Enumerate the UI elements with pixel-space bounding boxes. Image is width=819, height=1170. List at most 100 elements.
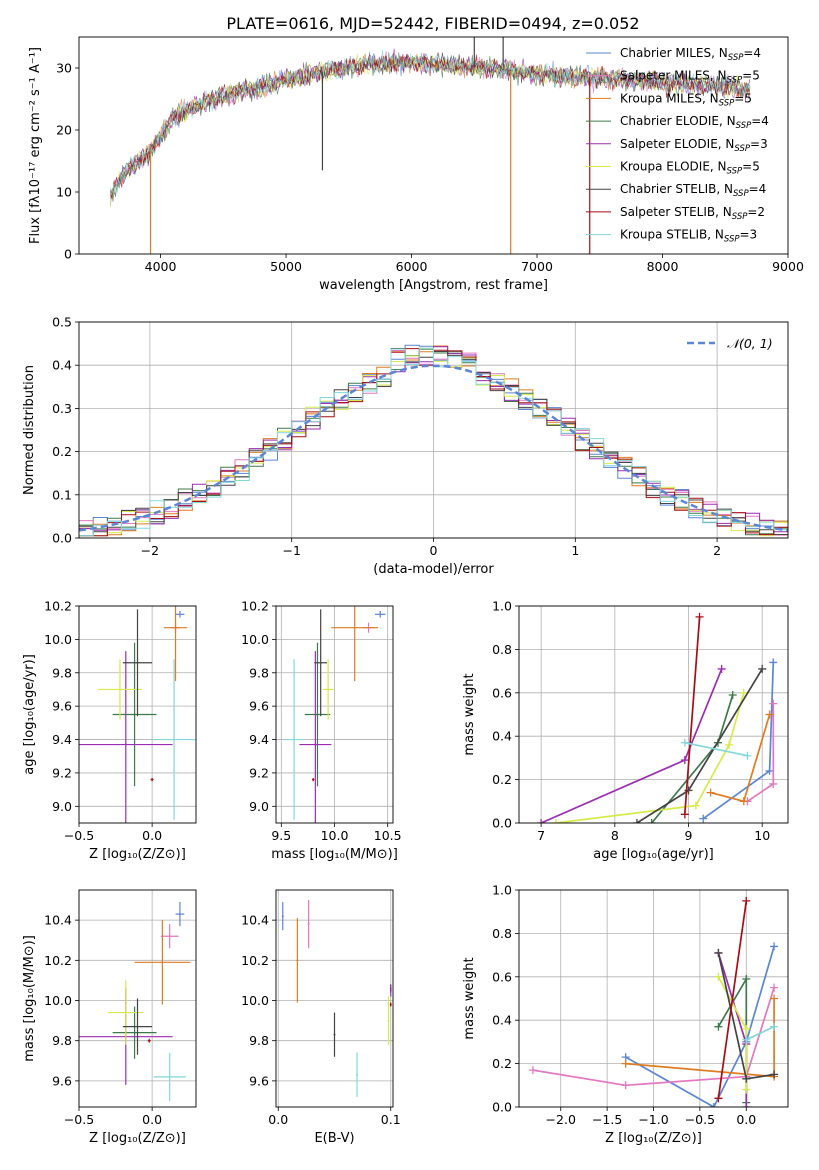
chart-age-vs-Z: −0.5 0.0 9.0 9.2 9.4 9.6 9.8 10.0 10.2 Z [log₁₀(Z… bbox=[22, 599, 197, 862]
plot-frame bbox=[518, 889, 789, 1108]
legend-label-tail: =4 bbox=[743, 46, 761, 60]
legend-label-text: Chabrier ELODIE, N bbox=[620, 114, 736, 128]
y-tick-label: 9.6 bbox=[249, 699, 269, 714]
plot-frame bbox=[275, 889, 394, 1108]
spectrum-series-line bbox=[110, 53, 751, 208]
y-tick-label: 0.0 bbox=[492, 1100, 512, 1115]
y-tick-label: 0.4 bbox=[492, 1013, 512, 1028]
data-point bbox=[281, 915, 284, 918]
legend-label: Kroupa ELODIE, NSSP=5 bbox=[620, 160, 760, 177]
series-marker bbox=[742, 1074, 751, 1083]
normal-curve-line bbox=[79, 364, 788, 532]
y-tick-label: 0.6 bbox=[492, 969, 512, 984]
y-tick-label: 9.6 bbox=[52, 699, 72, 714]
x-tick-label: 0.1 bbox=[381, 1112, 401, 1127]
x-tick-label: 9.5 bbox=[271, 828, 291, 843]
y-tick-label: 10.0 bbox=[241, 632, 269, 647]
plot-area bbox=[528, 896, 779, 1107]
series-marker bbox=[770, 942, 779, 951]
series-marker bbox=[551, 819, 560, 823]
legend-label-tail: =2 bbox=[747, 205, 765, 219]
series-line bbox=[717, 900, 748, 1099]
x-tick-label: 8000 bbox=[647, 259, 679, 274]
x-tick-label: 6000 bbox=[396, 259, 428, 274]
y-tick-label: 9.6 bbox=[249, 1073, 269, 1088]
series-line bbox=[702, 662, 775, 820]
x-tick-label: −1.5 bbox=[592, 1112, 622, 1127]
legend-label-text: Kroupa STELIB, N bbox=[620, 228, 724, 242]
data-point bbox=[333, 1033, 336, 1036]
x-tick-label: 10 bbox=[754, 828, 770, 843]
legend-label-tail: =5 bbox=[734, 91, 752, 105]
y-tick-label: 20 bbox=[56, 123, 72, 138]
plot-area bbox=[79, 902, 191, 1101]
series-marker bbox=[691, 801, 700, 810]
y-tick-label: 30 bbox=[56, 61, 72, 76]
legend-label-text: Chabrier MILES, N bbox=[620, 46, 728, 60]
chart-weight-vs-Z: −2.0 −1.5 −1.0 −0.5 0.0 0.0 0.2 0.4 0.6 0.8 1.0 Z [… bbox=[462, 883, 789, 1146]
data-point bbox=[136, 661, 139, 664]
x-tick-label: −0.5 bbox=[64, 1112, 94, 1127]
y-tick-label: 0.4 bbox=[492, 729, 512, 744]
data-point bbox=[174, 626, 177, 629]
x-tick-label: −2 bbox=[141, 543, 159, 558]
data-point bbox=[161, 961, 164, 964]
legend-label: Chabrier MILES, NSSP=4 bbox=[620, 46, 761, 63]
series-marker bbox=[742, 1035, 751, 1044]
series-marker bbox=[725, 740, 734, 749]
series-marker bbox=[742, 1085, 751, 1094]
series-marker bbox=[714, 1022, 723, 1031]
series-marker bbox=[758, 664, 767, 673]
data-point bbox=[296, 959, 299, 962]
legend-label-text: Kroupa MILES, N bbox=[620, 91, 719, 105]
legend-label-text: Kroupa ELODIE, N bbox=[620, 160, 727, 174]
x-axis-label: Z [log₁₀(Z/Z⊙)] bbox=[89, 847, 186, 862]
legend-label-text: Salpeter STELIB, N bbox=[620, 205, 732, 219]
y-tick-label: 0.0 bbox=[492, 816, 512, 831]
y-tick-label: 10.0 bbox=[44, 632, 72, 647]
series-marker bbox=[680, 810, 689, 819]
series-marker bbox=[742, 896, 751, 905]
data-point bbox=[178, 613, 181, 616]
data-point bbox=[293, 738, 296, 741]
data-point bbox=[379, 613, 382, 616]
data-point bbox=[133, 1031, 136, 1034]
chart-spectrum: 4000 5000 6000 7000 8000 9000 0 10 20 30 wavelengt… bbox=[28, 36, 804, 293]
y-tick-label: 10.0 bbox=[44, 993, 72, 1008]
plot-frame bbox=[78, 889, 197, 1108]
series-line bbox=[745, 1025, 775, 1041]
series-marker bbox=[728, 690, 737, 699]
series-marker bbox=[706, 788, 715, 797]
plot-frame bbox=[78, 36, 789, 255]
legend-label-text: Chabrier STELIB, N bbox=[620, 182, 733, 196]
x-axis-label: mass [log₁₀(M/M⊙)] bbox=[271, 847, 398, 862]
series-marker bbox=[770, 983, 779, 992]
series-marker bbox=[709, 1103, 718, 1107]
x-tick-label: 9 bbox=[685, 828, 693, 843]
data-point bbox=[389, 989, 392, 992]
y-tick-label: 9.2 bbox=[52, 765, 72, 780]
data-point bbox=[312, 778, 315, 781]
y-axis-label: age [log₁₀(age/yr)] bbox=[22, 654, 37, 775]
y-tick-label: 10.2 bbox=[44, 953, 72, 968]
x-tick-label: −2.0 bbox=[546, 1112, 576, 1127]
histogram-series bbox=[79, 346, 788, 533]
y-tick-label: 9.8 bbox=[249, 665, 269, 680]
y-tick-label: 0.5 bbox=[52, 315, 72, 330]
data-point bbox=[327, 688, 330, 691]
y-tick-label: 9.0 bbox=[52, 799, 72, 814]
x-axis-label: Z [log₁₀(Z/Z⊙)] bbox=[89, 1131, 186, 1146]
plot-area bbox=[110, 37, 751, 254]
spectrum-series-line bbox=[110, 49, 751, 196]
y-tick-label: 10.0 bbox=[241, 993, 269, 1008]
y-tick-label: 9.2 bbox=[249, 765, 269, 780]
series-marker bbox=[714, 1094, 723, 1103]
y-axis-label: Normed distribution bbox=[22, 365, 37, 495]
x-axis-label: wavelength [Angstrom, rest frame] bbox=[319, 278, 548, 293]
legend-label-sub: SSP bbox=[727, 76, 743, 86]
x-tick-label: 8 bbox=[611, 828, 619, 843]
y-tick-label: 9.6 bbox=[52, 1073, 72, 1088]
plot-frame bbox=[275, 605, 394, 824]
x-axis-label: (data-model)/error bbox=[373, 562, 494, 577]
